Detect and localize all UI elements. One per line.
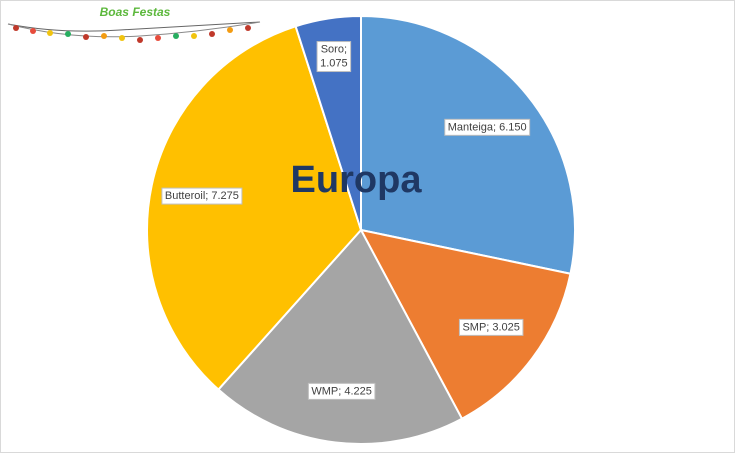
data-label-box (458, 318, 524, 336)
data-label-box (444, 118, 531, 136)
data-label-box (316, 41, 352, 73)
data-label: WMP; 4.225 (311, 385, 372, 397)
data-label-group: Soro; 1.075 (316, 41, 352, 73)
data-label-box (161, 187, 243, 205)
data-label-group: WMP; 4.225 (307, 382, 376, 400)
pie-slice (216, 228, 464, 445)
data-label: Butteroil; 7.275 (165, 190, 239, 202)
data-label-box (307, 382, 376, 400)
data-label: SMP; 3.025 (462, 321, 519, 333)
pie: Manteiga; 6.150 SMP; 3.025 WMP; 4.225 Butte… (146, 14, 576, 445)
data-label: Soro; 1.075 (320, 44, 348, 70)
data-label-group: SMP; 3.025 (458, 318, 524, 336)
pie-slice (146, 24, 363, 391)
data-label-group: Manteiga; 6.150 (444, 118, 531, 136)
pie-slice (360, 14, 576, 275)
chart-title: Europa (291, 159, 423, 201)
data-label: Manteiga; 6.150 (448, 121, 527, 133)
data-label-group: Butteroil; 7.275 (161, 187, 243, 205)
decoration-text: Boas Festas (100, 5, 171, 19)
garland (7, 21, 261, 43)
